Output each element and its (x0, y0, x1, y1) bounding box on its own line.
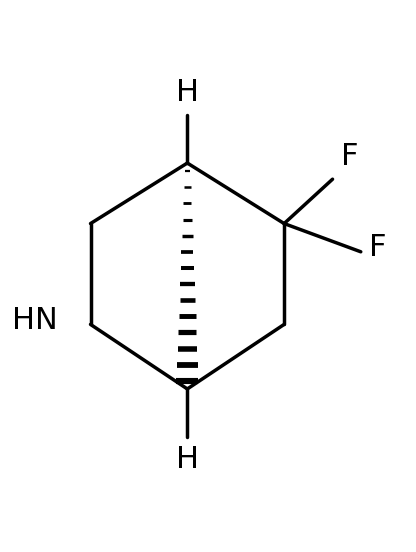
Text: HN: HN (12, 306, 58, 335)
Text: F: F (369, 233, 386, 262)
Text: F: F (341, 142, 358, 171)
Text: H: H (176, 78, 199, 107)
Text: H: H (176, 445, 199, 474)
